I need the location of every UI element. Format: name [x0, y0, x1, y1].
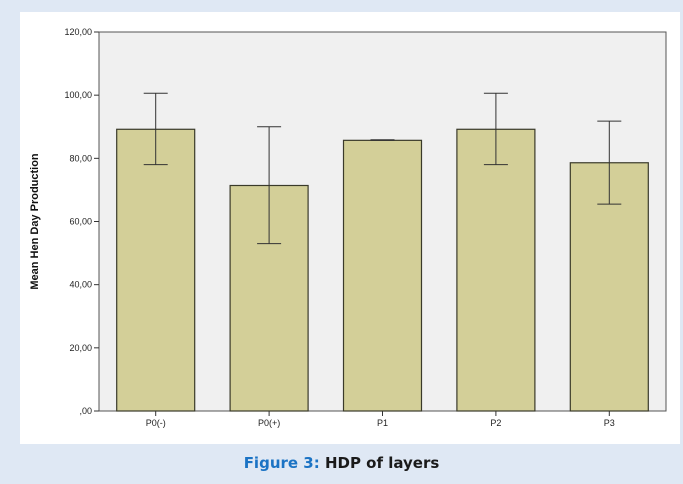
- chart-card: ,00 20,00 40,00 60,00 80,00 100,00 120,00 Mean …: [20, 12, 680, 444]
- y-tick-label: 20,00: [69, 343, 92, 353]
- y-tick-label: ,00: [79, 406, 92, 416]
- caption-label: Figure 3:: [243, 454, 320, 472]
- x-tick-label: P2: [490, 418, 501, 428]
- y-tick-label: 80,00: [69, 153, 92, 163]
- y-axis-label: Mean Hen Day Production: [29, 153, 41, 290]
- caption-text: HDP of layers: [319, 454, 440, 472]
- bar-chart: ,00 20,00 40,00 60,00 80,00 100,00 120,00 Mean …: [29, 27, 667, 428]
- x-tick-label: P1: [377, 418, 388, 428]
- bar: [116, 128, 196, 412]
- bar: [456, 128, 536, 412]
- figure-caption: Figure 3: HDP of layers: [0, 448, 683, 478]
- x-tick-label: P0(-): [146, 418, 166, 428]
- x-tick-label: P0(+): [258, 418, 280, 428]
- y-tick-label: 60,00: [69, 217, 92, 227]
- y-tick-label: 120,00: [64, 27, 92, 37]
- y-tick-label: 40,00: [69, 280, 92, 290]
- bar: [342, 139, 423, 412]
- x-tick-label: P3: [604, 418, 615, 428]
- y-tick-label: 100,00: [64, 90, 92, 100]
